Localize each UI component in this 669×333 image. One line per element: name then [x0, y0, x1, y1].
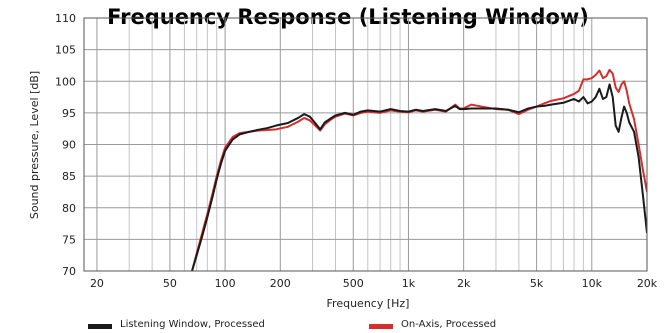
x-tick-label: 2k	[457, 277, 471, 290]
x-tick-label: 200	[270, 277, 291, 290]
legend-swatch	[88, 324, 112, 329]
y-tick-label: 70	[62, 265, 76, 278]
series-line-0	[191, 83, 647, 271]
y-tick-label: 75	[62, 233, 76, 246]
x-tick-label: 5k	[530, 277, 544, 290]
y-tick-label: 105	[55, 44, 76, 57]
x-axis-label: Frequency [Hz]	[327, 297, 410, 310]
y-axis-label: Sound pressure, Level [dB]	[28, 71, 41, 219]
legend-label: Listening Window, Processed	[120, 319, 265, 330]
x-tick-label: 50	[163, 277, 177, 290]
series-layer	[191, 68, 647, 271]
grid	[84, 18, 647, 271]
y-tick-labels: 70 75 80 85 90 95 100 105 110	[55, 12, 76, 278]
x-tick-labels: 20 50 100 200 500 1k 2k 5k 10k 20k	[90, 277, 658, 290]
series-line-1	[191, 68, 647, 271]
x-tick-label: 1k	[402, 277, 416, 290]
legend: Listening Window, Processed On-Axis, Proc…	[88, 319, 496, 330]
y-tick-label: 80	[62, 202, 76, 215]
legend-swatch	[369, 324, 393, 329]
x-tick-label: 20	[90, 277, 104, 290]
x-tick-label: 20k	[637, 277, 658, 290]
chart-title: Frequency Response (Listening Window)	[107, 5, 589, 29]
x-tick-label: 500	[343, 277, 364, 290]
legend-label: On-Axis, Processed	[401, 319, 496, 330]
y-tick-label: 85	[62, 170, 76, 183]
y-tick-label: 110	[55, 12, 76, 25]
x-tick-label: 100	[215, 277, 236, 290]
y-tick-label: 90	[62, 139, 76, 152]
y-tick-label: 95	[62, 107, 76, 120]
x-tick-label: 10k	[582, 277, 603, 290]
plot-frame	[83, 17, 648, 272]
y-tick-label: 100	[55, 75, 76, 88]
